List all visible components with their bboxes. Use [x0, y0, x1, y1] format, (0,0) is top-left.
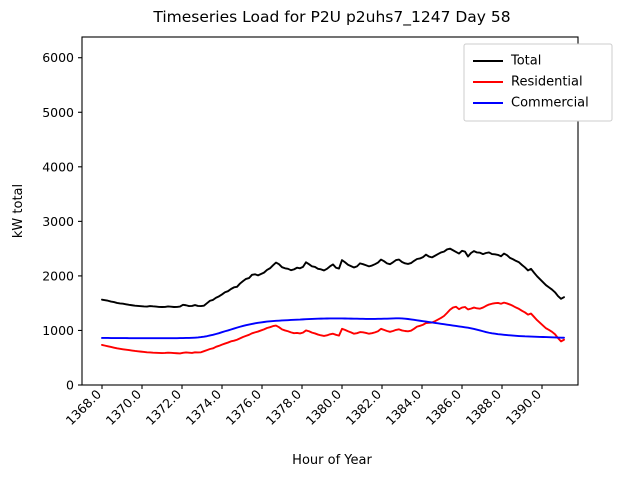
legend-box: [463, 43, 613, 122]
page-title: Timeseries Load for P2U p2uhs7_1247 Day …: [152, 8, 510, 27]
y-tick-label: 3000: [42, 214, 74, 229]
legend-label-residential[interactable]: Residential: [511, 75, 583, 90]
y-tick-label: 4000: [42, 159, 74, 174]
y-tick-label: 2000: [42, 268, 74, 283]
chart-legend[interactable]: Total Residential Commercial: [463, 43, 613, 122]
y-tick-label: 1000: [42, 323, 74, 338]
series-line-total: [101, 247, 565, 308]
legend-label-total[interactable]: Total: [510, 54, 541, 69]
x-axis-label: Hour of Year: [292, 453, 372, 468]
y-axis-label: kW total: [11, 184, 26, 238]
y-tick-label: 0: [66, 378, 74, 393]
legend-label-commercial[interactable]: Commercial: [511, 96, 589, 111]
axes-spines: [81, 36, 579, 386]
series-line-commercial: [101, 317, 565, 340]
y-tick-label: 6000: [42, 50, 74, 65]
series-lines: [101, 247, 565, 355]
y-axis-ticks: 0 1000 2000 3000 4000 5000 6000: [42, 50, 82, 393]
y-tick-label: 5000: [42, 105, 74, 120]
series-line-residential: [101, 301, 565, 355]
